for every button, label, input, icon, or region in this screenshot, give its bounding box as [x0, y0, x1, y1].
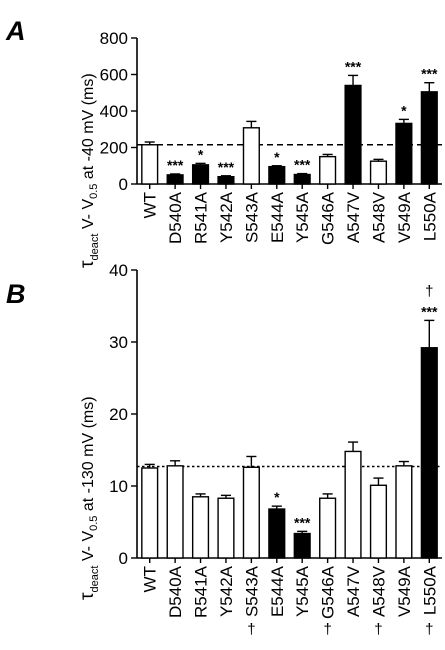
y-label-end: at -40 mV (ms) — [80, 73, 97, 179]
x-tick-label: R541A — [192, 191, 211, 244]
y-tick-label: 20 — [109, 405, 128, 424]
bar — [217, 497, 235, 559]
bar — [191, 164, 210, 185]
y-label-tau: τ — [77, 592, 98, 600]
x-tick-label: A548V — [369, 565, 388, 617]
panel-b: B τdeact V- V0.5 at -130 mV (ms) 0102030… — [6, 261, 442, 638]
x-tick-label: D540A — [166, 191, 185, 244]
bar — [217, 175, 235, 185]
bar — [242, 127, 260, 185]
dagger-label: † — [374, 621, 382, 638]
y-label-sub2: 0.5 — [88, 516, 100, 531]
significance-label: *** — [345, 58, 362, 74]
x-tick-label: Y542A — [217, 565, 236, 617]
y-tick-label: 800 — [100, 29, 128, 48]
y-tick-label: 0 — [119, 549, 128, 568]
x-tick-label: G546A — [319, 191, 338, 245]
dagger-label: † — [247, 621, 255, 638]
significance-label: *** — [167, 157, 184, 173]
x-tick-label: A547V — [344, 191, 363, 243]
bar — [395, 122, 413, 185]
dagger-label: † — [425, 283, 433, 300]
bar — [293, 173, 311, 185]
y-tick-label: 40 — [109, 261, 128, 280]
y-tick-label: 10 — [109, 477, 128, 496]
x-tick-label: V549A — [395, 191, 414, 243]
dagger-label: † — [323, 621, 331, 638]
bar — [344, 84, 362, 185]
significance-label: *** — [421, 66, 438, 82]
x-tick-label: V549A — [395, 565, 414, 617]
x-tick-label: L550A — [420, 565, 439, 615]
x-tick-label: S543A — [242, 565, 261, 617]
bar — [242, 466, 260, 559]
bar — [268, 165, 286, 185]
y-tick-label: 600 — [100, 66, 128, 85]
bar — [268, 508, 286, 559]
y-label-rest: V- V — [80, 531, 97, 562]
bar — [166, 174, 184, 185]
x-tick-label: D540A — [166, 565, 185, 618]
bar — [166, 465, 184, 559]
y-tick-label: 200 — [100, 139, 128, 158]
x-tick-label: R541A — [192, 565, 211, 618]
y-tick-label: 30 — [109, 333, 128, 352]
panel-a: A τdeact V- V0.5 at -40 mV (ms) 0 200 400 6… — [5, 16, 442, 300]
y-axis-label: τdeact V- V0.5 at -130 mV (ms) — [77, 396, 101, 600]
x-tick-label: A547V — [344, 565, 363, 617]
bar — [191, 496, 210, 559]
x-tick-label: E544A — [268, 191, 287, 243]
x-tick-label: Y545A — [293, 565, 312, 617]
panel-letter: B — [6, 279, 26, 309]
bar — [293, 532, 311, 559]
x-tick-label: A548V — [369, 191, 388, 243]
significance-label: *** — [294, 157, 311, 173]
panel-letter: A — [5, 16, 26, 46]
x-tick-label: WT — [141, 192, 160, 218]
y-label-sub2: 0.5 — [88, 184, 100, 199]
significance-label: *** — [294, 514, 311, 530]
significance-label: * — [401, 102, 407, 118]
y-tick-label: 0 — [119, 175, 128, 194]
x-tick-label: WT — [141, 566, 160, 592]
x-tick-label: G546A — [319, 565, 338, 619]
y-label-sub: deact — [89, 234, 101, 261]
bar — [141, 467, 159, 559]
y-label-tau: τ — [77, 260, 98, 268]
y-axis-label: τdeact V- V0.5 at -40 mV (ms) — [77, 73, 101, 268]
x-tick-label: Y545A — [293, 191, 312, 243]
bar — [319, 497, 337, 559]
y-tick-label: 400 — [100, 102, 128, 121]
bar — [369, 484, 388, 559]
bar — [319, 155, 337, 185]
dagger-label: † — [425, 621, 433, 638]
x-tick-label: E544A — [268, 565, 287, 617]
bar — [344, 450, 362, 559]
y-label-end: at -130 mV (ms) — [80, 396, 97, 511]
x-tick-label: S543A — [242, 191, 261, 243]
y-label-sub: deact — [89, 566, 101, 593]
significance-label: * — [274, 149, 280, 165]
bar — [395, 465, 413, 559]
bar — [420, 347, 438, 559]
y-label-rest: V- V — [80, 199, 97, 230]
bar — [369, 160, 388, 185]
significance-label: *** — [421, 303, 438, 319]
bar — [141, 144, 159, 185]
significance-label: * — [274, 489, 280, 505]
x-tick-label: Y542A — [217, 191, 236, 243]
bar — [420, 91, 438, 185]
significance-label: *** — [218, 159, 235, 175]
significance-label: * — [198, 146, 204, 162]
x-tick-label: L550A — [420, 191, 439, 241]
